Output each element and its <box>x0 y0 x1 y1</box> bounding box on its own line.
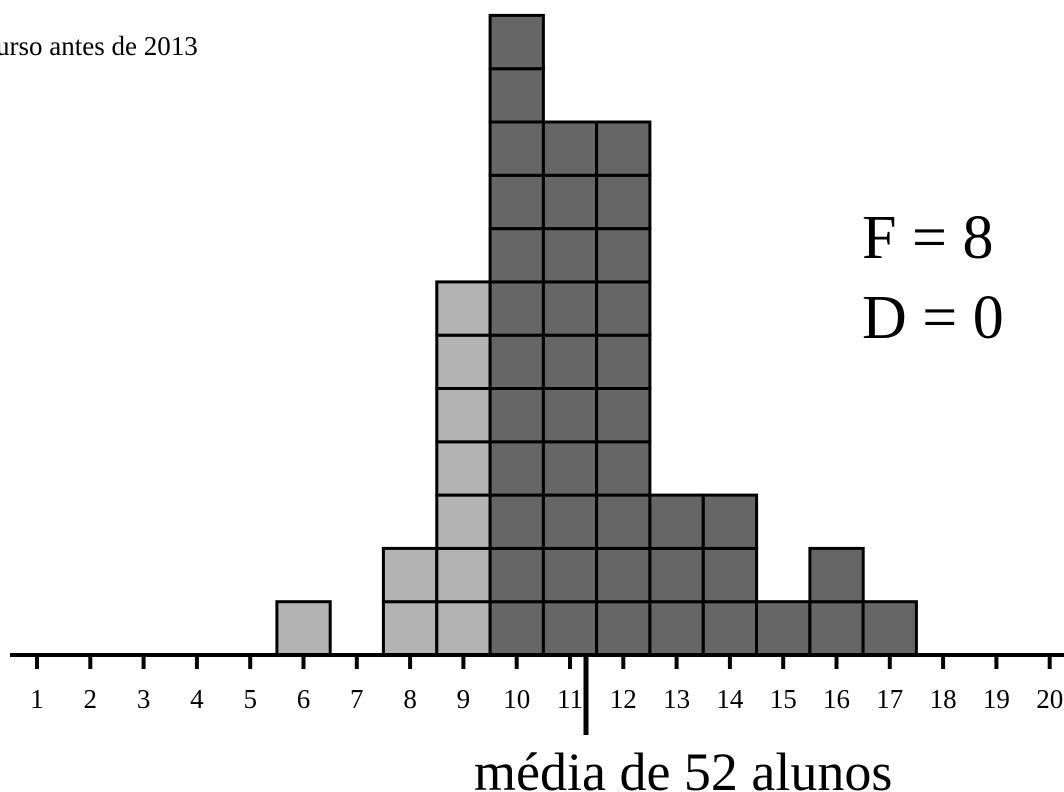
bar-cell-13-1 <box>648 600 705 657</box>
bar-cell-10-10 <box>488 120 545 177</box>
bar-cell-12-9 <box>595 173 652 231</box>
bar-cell-10-6 <box>488 333 545 391</box>
x-tick-label-6: 6 <box>297 684 311 714</box>
bar-cell-11-10 <box>541 120 599 177</box>
bar-cell-8-1 <box>381 600 439 657</box>
bar-cell-10-5 <box>488 387 545 444</box>
x-tick-label-8: 8 <box>403 684 417 714</box>
bar-cell-12-1 <box>595 600 652 657</box>
bar-cell-16-2 <box>808 546 865 604</box>
x-tick-label-16: 16 <box>823 684 850 714</box>
bar-cell-11-7 <box>541 280 599 337</box>
x-ticks-group <box>35 655 1052 669</box>
x-tick-label-18: 18 <box>930 684 957 714</box>
bar-cell-11-3 <box>541 493 599 550</box>
x-tick-label-13: 13 <box>663 684 690 714</box>
bar-cell-12-10 <box>595 120 652 177</box>
bar-cell-10-7 <box>488 280 545 337</box>
bar-cell-9-6 <box>435 333 492 391</box>
bar-cell-11-2 <box>541 546 599 604</box>
x-tick-label-12: 12 <box>610 684 637 714</box>
x-tick-label-10: 10 <box>503 684 530 714</box>
bar-cell-15-1 <box>755 600 812 657</box>
bar-cell-8-2 <box>381 546 439 604</box>
bar-cell-9-7 <box>435 280 492 337</box>
bar-cell-11-6 <box>541 333 599 391</box>
chart-title: urso antes de 2013 <box>0 31 198 61</box>
bar-cell-9-5 <box>435 387 492 444</box>
bar-cell-14-2 <box>701 546 759 604</box>
bar-cell-10-3 <box>488 493 545 550</box>
x-tick-label-9: 9 <box>457 684 471 714</box>
bar-cell-9-2 <box>435 546 492 604</box>
bar-cell-6-1 <box>275 600 332 657</box>
x-tick-labels-group: 1 2 3 4 5 6 7 8 9 10 11 12 13 14 15 16 17 18 19 20 <box>30 684 1063 714</box>
x-tick-label-2: 2 <box>84 684 98 714</box>
bar-cell-12-5 <box>595 387 652 444</box>
x-tick-label-20: 20 <box>1036 684 1063 714</box>
x-tick-label-17: 17 <box>876 684 903 714</box>
bar-cell-12-4 <box>595 440 652 497</box>
x-tick-label-14: 14 <box>716 684 744 714</box>
bar-cell-13-3 <box>648 493 705 550</box>
bar-cell-9-3 <box>435 493 492 550</box>
x-tick-label-15: 15 <box>770 684 797 714</box>
x-tick-label-3: 3 <box>137 684 151 714</box>
bar-cell-17-1 <box>861 600 918 657</box>
bar-cell-14-3 <box>701 493 759 550</box>
bar-cell-12-2 <box>595 546 652 604</box>
bar-cell-12-8 <box>595 227 652 284</box>
bar-cell-9-4 <box>435 440 492 497</box>
bar-cell-13-2 <box>648 546 705 604</box>
bar-cell-11-1 <box>541 600 599 657</box>
stat-f: F = 8 <box>862 204 993 272</box>
bar-cell-10-1 <box>488 600 545 657</box>
bar-cell-11-4 <box>541 440 599 497</box>
bar-cell-10-2 <box>488 546 545 604</box>
bar-cell-11-5 <box>541 387 599 444</box>
bar-cell-14-1 <box>701 600 759 657</box>
bar-cell-10-9 <box>488 173 545 231</box>
bar-cell-11-8 <box>541 227 599 284</box>
x-tick-label-19: 19 <box>983 684 1010 714</box>
bar-cell-10-11 <box>488 67 545 124</box>
x-tick-label-1: 1 <box>30 684 44 714</box>
bar-cell-10-4 <box>488 440 545 497</box>
bar-cell-10-12 <box>488 13 545 71</box>
mean-label: média de 52 alunos <box>474 742 892 792</box>
bar-cell-16-1 <box>808 600 865 657</box>
bar-cell-12-7 <box>595 280 652 337</box>
bar-cell-11-9 <box>541 173 599 231</box>
bar-cell-9-1 <box>435 600 492 657</box>
x-tick-label-7: 7 <box>350 684 364 714</box>
bar-cell-12-3 <box>595 493 652 550</box>
bar-cell-10-8 <box>488 227 545 284</box>
x-tick-label-5: 5 <box>243 684 257 714</box>
bar-cell-12-6 <box>595 333 652 391</box>
stat-d: D = 0 <box>862 284 1004 352</box>
x-tick-label-4: 4 <box>190 684 204 714</box>
x-tick-label-11: 11 <box>557 684 583 714</box>
bars-group <box>275 13 918 657</box>
